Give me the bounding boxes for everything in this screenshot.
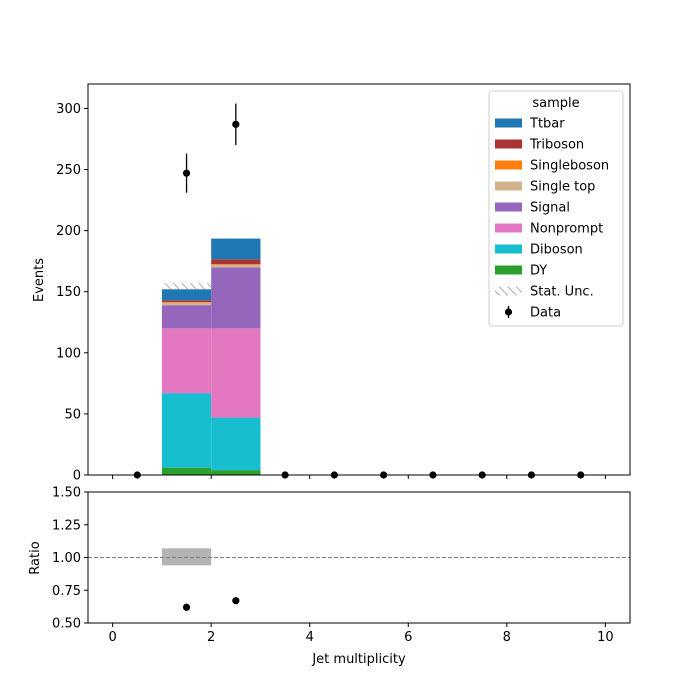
legend-swatch-signal — [495, 202, 522, 212]
y-tick-label-main-0: 0 — [73, 469, 81, 484]
y-tick-label-ratio-4: 1.50 — [52, 486, 81, 501]
x-axis-title: Jet multiplicity — [311, 652, 406, 667]
legend-label-dy: DY — [530, 264, 547, 279]
y-axis-title-main: Events — [32, 258, 47, 302]
x-tick-label-4: 8 — [503, 630, 511, 645]
legend-title: sample — [532, 96, 579, 111]
bar-ttbar-bin-1 — [161, 289, 212, 301]
legend-swatch-ttbar — [495, 118, 522, 128]
bar-single-top-bin-2 — [211, 264, 261, 268]
y-tick-label-main-1: 50 — [64, 407, 81, 422]
bar-triboson-bin-2 — [211, 259, 261, 265]
y-tick-label-main-2: 100 — [56, 346, 81, 361]
x-tick-label-2: 4 — [306, 630, 314, 645]
legend-swatch-nonprompt — [495, 223, 522, 233]
legend: sample Ttbar Triboson Singleboson Single top… — [488, 90, 624, 327]
legend-swatch-data — [504, 308, 513, 316]
bar-signal-bin-2 — [211, 267, 261, 329]
x-tick-label-3: 6 — [404, 630, 412, 645]
ratio-unc-band-0 — [161, 548, 212, 566]
bar-diboson-bin-1 — [161, 393, 212, 468]
bar-singleboson-bin-1 — [161, 302, 212, 303]
legend-swatch-stat-unc- — [495, 286, 522, 296]
ratio-point-1 — [232, 597, 240, 605]
legend-swatch-diboson — [495, 244, 522, 254]
legend-label-single-top: Single top — [530, 180, 595, 195]
bar-nonprompt-bin-1 — [161, 328, 212, 394]
y-tick-label-main-4: 200 — [56, 224, 81, 239]
legend-label-diboson: Diboson — [530, 243, 583, 258]
x-tick-label-1: 2 — [207, 630, 215, 645]
legend-swatch-triboson — [495, 139, 522, 149]
ratio-plot: 0.50 0.75 1.00 1.25 1.50 0 2 4 6 8 10 — [52, 486, 631, 645]
bar-nonprompt-bin-2 — [211, 328, 261, 418]
bar-signal-bin-1 — [161, 305, 212, 329]
y-tick-label-main-3: 150 — [56, 285, 81, 300]
bar-dy-bin-1 — [161, 467, 212, 475]
y-tick-label-ratio-0: 0.50 — [52, 617, 81, 632]
bar-triboson-bin-1 — [161, 300, 212, 303]
bar-diboson-bin-2 — [211, 417, 261, 471]
stat-unc-hatch-0 — [161, 283, 212, 291]
legend-label-signal: Signal — [530, 201, 570, 216]
bar-ttbar-bin-2 — [211, 238, 261, 260]
y-tick-label-ratio-3: 1.25 — [52, 518, 81, 533]
x-tick-label-0: 0 — [108, 630, 116, 645]
y-tick-label-ratio-1: 0.75 — [52, 584, 81, 599]
y-tick-label-ratio-2: 1.00 — [52, 551, 81, 566]
y-tick-label-main-5: 250 — [56, 163, 81, 178]
main-plot: 0 50 100 150 200 250 300 — [56, 83, 631, 484]
bar-single-top-bin-1 — [161, 302, 212, 306]
legend-label-stat-unc-: Stat. Unc. — [530, 285, 594, 300]
legend-box — [488, 90, 624, 327]
y-axis-title-ratio: Ratio — [28, 541, 43, 574]
legend-label-nonprompt: Nonprompt — [530, 222, 603, 237]
legend-label-singleboson: Singleboson — [530, 159, 609, 174]
legend-swatch-dy — [495, 265, 522, 275]
legend-label-ttbar: Ttbar — [529, 117, 565, 132]
legend-label-triboson: Triboson — [529, 138, 584, 153]
y-tick-label-main-6: 300 — [56, 102, 81, 117]
bar-singleboson-bin-2 — [211, 264, 261, 265]
legend-label-data: Data — [530, 306, 561, 321]
legend-swatch-singleboson — [495, 160, 522, 170]
legend-swatch-single-top — [495, 181, 522, 191]
bar-dy-bin-2 — [211, 470, 261, 475]
data-point-2 — [232, 120, 240, 128]
x-tick-label-5: 10 — [597, 630, 614, 645]
main-plot-frame — [87, 83, 631, 476]
ratio-point-0 — [182, 603, 191, 611]
data-point-1 — [182, 169, 191, 177]
